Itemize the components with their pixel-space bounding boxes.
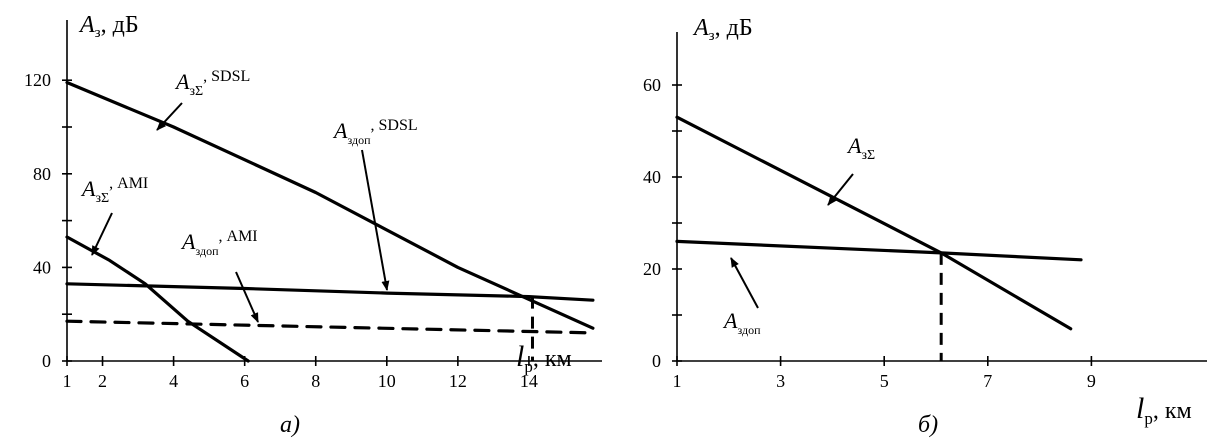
panel-b-x-ticks: 1 3 5 7 9 [673, 356, 1096, 391]
panel-a-series [65, 80, 595, 363]
x-tick-label: 8 [311, 371, 320, 391]
annotation-b-sigma: AзΣ [846, 133, 875, 163]
x-tick-label: 10 [378, 371, 396, 391]
x-tick-label: 2 [98, 371, 107, 391]
y-tick-label: 40 [643, 167, 661, 187]
arrow-a-sigma-sdsl [156, 102, 183, 131]
annotation-a-sigma-ami: AзΣ, AMI [80, 175, 148, 206]
panel-a-y-label: Aз, дБ [78, 12, 139, 41]
y-tick-label: 0 [652, 351, 661, 371]
y-tick-label: 60 [643, 75, 661, 95]
arrow-a-dop-sdsl [361, 149, 390, 291]
panel-a-y-ticks: 0 40 80 120 [24, 70, 72, 371]
x-tick-label: 7 [983, 371, 992, 391]
panel-b-axes [676, 32, 1207, 362]
x-tick-label: 3 [776, 371, 785, 391]
panel-a-x-label: lр, км [516, 340, 572, 376]
panel-a-caption: а) [280, 412, 300, 438]
panel-b-x-label: lр, км [1136, 392, 1192, 428]
panel-a-x-ticks: 1 2 4 6 8 10 12 14 [63, 356, 538, 391]
series-line-dop_sdsl [65, 282, 595, 302]
x-tick-label: 4 [169, 371, 178, 391]
series-line-sigma_sdsl [65, 80, 595, 330]
series-line-dop_ami [65, 319, 595, 335]
x-tick-label: 9 [1087, 371, 1096, 391]
x-tick-label: 1 [673, 371, 682, 391]
x-tick-label: 6 [240, 371, 249, 391]
y-tick-label: 80 [33, 164, 51, 184]
x-tick-label: 12 [449, 371, 467, 391]
y-tick-label: 120 [24, 70, 51, 90]
y-tick-label: 20 [643, 259, 661, 279]
arrow-b-dop [730, 257, 759, 309]
x-tick-label: 14 [520, 371, 538, 391]
panel-b-caption: б) [918, 412, 938, 438]
series-line-sigma_ami [65, 235, 250, 363]
arrow-a-sigma-ami [91, 212, 113, 256]
annotation-a-dop-ami: Aздоп, AMI [180, 228, 258, 258]
y-tick-label: 0 [42, 351, 51, 371]
annotation-b-dop: Aздоп [722, 308, 761, 337]
y-tick-label: 40 [33, 257, 51, 277]
series-line-dop [675, 239, 1083, 262]
panel-b: 0 20 40 60 1 3 5 7 9 Aз, дБ lр, км б) AзΣ Aздоп [643, 15, 1207, 438]
panel-a-axes [66, 20, 602, 362]
annotation-a-sigma-sdsl: AзΣ, SDSL [174, 68, 250, 99]
annotation-a-dop-sdsl: Aздоп, SDSL [332, 117, 418, 147]
arrow-a-dop-ami [235, 271, 259, 323]
arrow-b-sigma [827, 173, 854, 206]
x-tick-label: 1 [63, 371, 72, 391]
panel-b-y-ticks: 0 20 40 60 [643, 75, 682, 371]
panel-b-series [675, 115, 1083, 331]
panel-b-y-label: Aз, дБ [692, 15, 753, 44]
x-tick-label: 5 [880, 371, 889, 391]
